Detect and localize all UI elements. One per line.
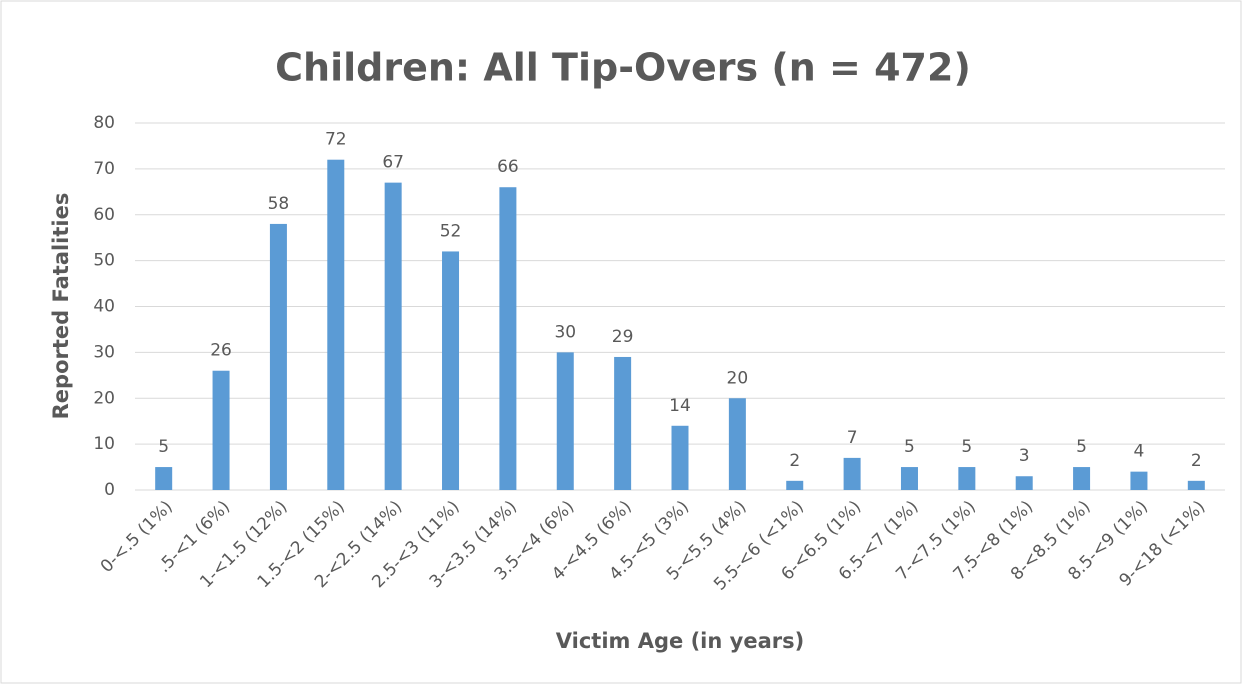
data-label: 7 bbox=[847, 428, 858, 448]
bar bbox=[269, 223, 287, 491]
y-axis-label: Reported Fatalities bbox=[49, 193, 73, 420]
bar bbox=[556, 352, 574, 490]
bar bbox=[442, 251, 460, 490]
bar bbox=[327, 159, 345, 490]
y-tick-label: 20 bbox=[93, 388, 115, 408]
bar bbox=[728, 398, 746, 490]
bar bbox=[384, 182, 402, 490]
y-tick-label: 50 bbox=[93, 251, 115, 271]
bar bbox=[614, 356, 632, 490]
data-label: 14 bbox=[669, 396, 691, 416]
data-label: 4 bbox=[1134, 442, 1145, 462]
data-label: 72 bbox=[325, 130, 347, 150]
data-label: 66 bbox=[497, 157, 519, 177]
y-tick-label: 0 bbox=[104, 480, 115, 500]
data-label: 2 bbox=[789, 451, 800, 471]
y-tick-label: 40 bbox=[93, 297, 115, 317]
bar bbox=[958, 467, 976, 490]
bar bbox=[1073, 467, 1091, 490]
data-label: 5 bbox=[961, 437, 972, 457]
data-label: 5 bbox=[158, 437, 169, 457]
x-axis-label: Victim Age (in years) bbox=[556, 629, 804, 653]
bar bbox=[1130, 471, 1148, 490]
data-label: 58 bbox=[268, 194, 290, 214]
data-label: 20 bbox=[727, 368, 749, 388]
data-label: 26 bbox=[210, 341, 232, 361]
bar bbox=[1015, 476, 1033, 490]
bar bbox=[155, 467, 173, 490]
bar bbox=[212, 370, 230, 490]
data-label: 5 bbox=[904, 437, 915, 457]
data-label: 67 bbox=[382, 153, 404, 173]
chart-title: Children: All Tip-Overs (n = 472) bbox=[275, 46, 971, 90]
y-tick-label: 10 bbox=[93, 434, 115, 454]
data-label: 52 bbox=[440, 221, 462, 241]
data-label: 5 bbox=[1076, 437, 1087, 457]
data-label: 3 bbox=[1019, 446, 1030, 466]
y-tick-label: 70 bbox=[93, 159, 115, 179]
bar bbox=[1187, 480, 1205, 490]
bar bbox=[671, 425, 689, 490]
y-tick-label: 60 bbox=[93, 205, 115, 225]
data-label: 30 bbox=[554, 322, 576, 342]
bar bbox=[499, 187, 517, 490]
bar bbox=[843, 457, 861, 490]
y-tick-label: 30 bbox=[93, 342, 115, 362]
data-label: 2 bbox=[1191, 451, 1202, 471]
data-label: 29 bbox=[612, 327, 634, 347]
bar bbox=[900, 467, 918, 490]
bar bbox=[786, 480, 804, 490]
y-tick-label: 80 bbox=[93, 113, 115, 133]
